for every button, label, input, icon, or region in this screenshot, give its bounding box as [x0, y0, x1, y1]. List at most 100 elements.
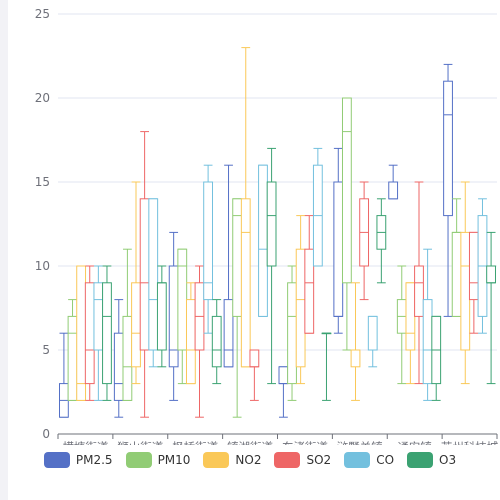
iqr-box	[258, 164, 268, 317]
box-SO2-3	[249, 349, 260, 401]
iqr-box	[304, 248, 315, 334]
box-PM10-0	[67, 299, 78, 401]
iqr-box	[131, 282, 141, 368]
x-tick-label: 镇湖街道	[227, 440, 273, 445]
iqr-box	[249, 349, 260, 368]
box-PM2.5-3	[223, 164, 234, 368]
box-PM10-6	[396, 265, 407, 385]
iqr-box	[102, 282, 112, 385]
iqr-box	[223, 299, 234, 368]
iqr-box	[278, 366, 289, 385]
y-tick-label: 15	[35, 175, 50, 189]
iqr-box	[232, 198, 243, 317]
iqr-box	[76, 265, 87, 401]
box-PM2.5-4	[278, 366, 289, 418]
box-SO2-7	[468, 231, 479, 334]
box-PM2.5-2	[168, 231, 179, 401]
box-PM2.5-1	[113, 299, 124, 418]
iqr-box	[405, 282, 416, 351]
box-NO2-3	[240, 47, 251, 368]
left-edge-panel	[0, 0, 8, 500]
box-PM10-4	[287, 265, 297, 401]
box-NO2-1	[131, 181, 141, 385]
y-tick-label: 25	[35, 7, 50, 21]
legend-item-so2[interactable]: SO2	[274, 452, 331, 468]
box-SO2-5	[359, 181, 370, 301]
box-NO2-4	[295, 215, 306, 385]
iqr-box	[122, 315, 133, 401]
legend: PM2.5 PM10 NO2 SO2 CO O3	[0, 448, 500, 472]
box-CO-3	[258, 164, 268, 317]
box-CO-5	[367, 315, 378, 368]
x-tick-label: 狮山街道	[117, 440, 163, 445]
iqr-box	[333, 181, 344, 317]
iqr-box	[341, 97, 352, 284]
x-axis: 横塘街道 狮山街道 枫桥街道 镇湖街道 东渚街道 浒墅关镇 通安镇 苏州科技城	[57, 433, 499, 445]
box-O3-3	[266, 147, 277, 385]
box-PM2.5-0	[59, 332, 69, 418]
box-CO-1	[148, 198, 159, 368]
box-SO2-4	[304, 215, 315, 334]
iqr-box	[460, 231, 471, 351]
iqr-box	[486, 265, 496, 284]
boxes	[59, 47, 496, 418]
legend-label: O3	[439, 453, 457, 467]
box-O3-1	[156, 265, 167, 368]
box-SO2-6	[414, 181, 424, 385]
x-tick-label: 浒墅关镇	[337, 440, 383, 445]
x-tick-label: 通安镇	[397, 440, 432, 445]
y-tick-label: 20	[35, 91, 50, 105]
iqr-box	[443, 80, 453, 217]
iqr-box	[156, 282, 167, 351]
box-NO2-7	[460, 181, 471, 385]
box-PM2.5-5	[333, 147, 344, 334]
box-PM10-2	[177, 248, 188, 385]
iqr-box	[451, 231, 462, 317]
box-PM10-7	[451, 198, 462, 317]
box-SO2-2	[194, 265, 205, 418]
box-O3-2	[211, 299, 222, 385]
iqr-box	[388, 181, 399, 200]
iqr-box	[240, 198, 251, 368]
legend-swatch	[407, 452, 434, 468]
y-tick-label: 0	[42, 427, 50, 441]
box-NO2-6	[405, 282, 416, 385]
iqr-box	[93, 282, 104, 351]
box-O3-6	[431, 315, 442, 401]
legend-item-pm10[interactable]: PM10	[125, 452, 191, 468]
box-NO2-5	[350, 282, 361, 401]
iqr-box	[168, 265, 179, 368]
legend-swatch	[43, 452, 70, 468]
iqr-box	[211, 315, 222, 368]
iqr-box	[139, 198, 150, 351]
legend-label: NO2	[235, 453, 262, 467]
iqr-box	[148, 198, 159, 351]
box-O3-0	[102, 265, 112, 401]
legend-swatch	[125, 452, 152, 468]
iqr-box	[177, 248, 188, 351]
iqr-box	[414, 265, 424, 317]
box-O3-7	[486, 231, 496, 385]
legend-swatch	[344, 452, 371, 468]
y-axis: 0 5 10 15 20 25	[35, 7, 50, 441]
legend-swatch	[203, 452, 230, 468]
legend-item-o3[interactable]: O3	[407, 452, 456, 468]
legend-item-co[interactable]: CO	[344, 452, 394, 468]
box-PM2.5-7	[443, 63, 453, 317]
box-CO-7	[477, 198, 488, 334]
legend-label: PM10	[157, 453, 191, 467]
legend-label: SO2	[306, 453, 332, 467]
iqr-box	[468, 231, 479, 301]
box-O3-5	[376, 198, 387, 284]
iqr-box	[350, 349, 361, 368]
iqr-box	[113, 332, 124, 401]
x-tick-label: 苏州科技城	[441, 440, 499, 445]
iqr-box	[266, 181, 277, 267]
y-tick-label: 10	[35, 259, 50, 273]
iqr-box	[287, 282, 297, 385]
legend-item-pm25[interactable]: PM2.5	[43, 452, 113, 468]
legend-swatch	[274, 452, 301, 468]
legend-item-no2[interactable]: NO2	[203, 452, 261, 468]
box-PM2.5-6	[388, 164, 399, 200]
x-tick-label: 枫桥街道	[172, 440, 218, 445]
